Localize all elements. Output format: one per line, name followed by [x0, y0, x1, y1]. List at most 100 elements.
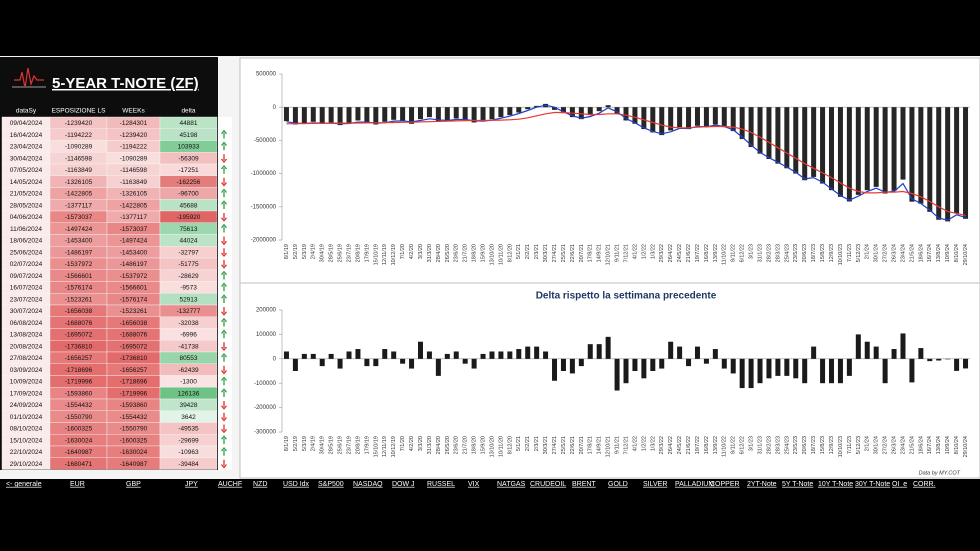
- sheet-tab[interactable]: <- generale: [6, 481, 42, 488]
- bar: [373, 358, 379, 367]
- bar: [534, 105, 540, 108]
- column-header: delta: [181, 108, 195, 115]
- x-tick-label: 10/9/24: [945, 436, 951, 454]
- sheet-tab[interactable]: 2YT-Note: [747, 481, 777, 488]
- sheet-tab[interactable]: OI_e: [892, 481, 907, 488]
- arrow-cell: [218, 269, 232, 282]
- sheet-tab[interactable]: S&P500: [318, 481, 344, 488]
- bar: [569, 358, 575, 374]
- date-cell: 23/04/2024: [10, 144, 43, 151]
- value-cell: -1537972: [65, 261, 93, 268]
- bar: [811, 107, 817, 177]
- x-tick-label: 9/11/21: [615, 244, 621, 262]
- value-cell: 80553: [179, 355, 197, 362]
- sheet-tab[interactable]: AUCHF: [218, 481, 242, 488]
- sheet-tab[interactable]: CRUDEOIL: [530, 481, 566, 488]
- x-tick-label: 5/1/21: [516, 436, 522, 451]
- x-tick-label: 19/7/22: [695, 436, 701, 454]
- bar: [489, 351, 495, 359]
- sheet-tab[interactable]: COPPER: [710, 481, 740, 488]
- x-tick-label: 18/6/24: [918, 436, 924, 454]
- sheet-tab[interactable]: USD Idx: [283, 481, 310, 488]
- sheet-tab[interactable]: EUR: [70, 481, 85, 488]
- sheet-tab[interactable]: GOLD: [608, 481, 628, 488]
- bar: [864, 107, 870, 191]
- sheet-tab[interactable]: GBP: [126, 481, 141, 488]
- x-tick-label: 18/7/23: [811, 244, 817, 262]
- sheet-tab[interactable]: RUSSEL: [427, 481, 455, 488]
- bar: [668, 341, 674, 359]
- arrow-down: [221, 177, 227, 187]
- x-tick-label: 31/3/20: [427, 244, 433, 262]
- x-tick-label: 30/4/19: [320, 436, 326, 454]
- date-cell: 15/10/2024: [10, 437, 43, 444]
- sheet-tab[interactable]: NATGAS: [497, 481, 526, 488]
- sheet-tab[interactable]: CORR.: [913, 481, 936, 488]
- bar: [391, 351, 397, 359]
- y-tick-label: -200000: [254, 405, 277, 411]
- sheet-tab[interactable]: NZD: [253, 481, 267, 488]
- x-tick-label: 10/11/20: [498, 244, 504, 265]
- sheet-tab[interactable]: VIX: [468, 481, 480, 488]
- bar: [417, 107, 423, 120]
- bar: [480, 353, 486, 359]
- value-cell: 45198: [179, 132, 197, 139]
- arrow-cell: [218, 375, 232, 388]
- bar: [435, 107, 441, 122]
- bar: [605, 336, 611, 359]
- x-tick-label: 25/5/21: [561, 436, 567, 454]
- bar: [364, 358, 370, 367]
- sheet-tab[interactable]: DOW J: [392, 481, 415, 488]
- sheet-tab[interactable]: PALLADIUM: [675, 481, 714, 488]
- bar: [712, 349, 718, 359]
- bar: [391, 107, 397, 120]
- x-tick-label: 8/12/20: [507, 244, 513, 262]
- x-tick-label: 23/6/20: [454, 436, 460, 454]
- x-tick-label: 27/2/24: [883, 244, 889, 262]
- arrow-up: [221, 446, 227, 456]
- bar: [444, 353, 450, 359]
- x-tick-label: 27/4/21: [552, 244, 558, 262]
- sheet-tab[interactable]: SILVER: [643, 481, 667, 488]
- bar: [945, 358, 951, 360]
- date-cell: 20/08/2024: [10, 343, 43, 350]
- sheet-tab[interactable]: 30Y T-Note: [855, 481, 890, 488]
- bar: [498, 351, 504, 359]
- x-tick-label: 3/1/23: [749, 436, 755, 451]
- date-cell: 03/09/2024: [10, 367, 43, 374]
- value-cell: -1718696: [120, 379, 148, 386]
- bar: [829, 107, 835, 191]
- arrow-up: [221, 129, 227, 139]
- logo: [12, 67, 46, 89]
- arrow-cell: [218, 387, 232, 399]
- sheet-tab[interactable]: 10Y T-Note: [818, 481, 853, 488]
- x-tick-label: 25/6/19: [338, 436, 344, 454]
- bar: [793, 358, 799, 379]
- x-tick-label: 20/8/19: [355, 436, 361, 454]
- value-cell: -1640987: [65, 449, 93, 456]
- x-tick-label: 28/3/23: [775, 244, 781, 262]
- x-tick-label: 12/9/23: [829, 244, 835, 262]
- bar: [623, 107, 629, 121]
- bar: [426, 107, 432, 118]
- value-cell: -1550790: [120, 426, 148, 433]
- bar: [927, 107, 933, 212]
- value-cell: -1566601: [65, 273, 93, 280]
- bar: [319, 107, 325, 124]
- value-cell: -1550790: [65, 414, 93, 421]
- bar: [462, 107, 468, 120]
- x-tick-label: 23/5/23: [793, 436, 799, 454]
- arrow-cell: [218, 211, 232, 223]
- bar: [677, 346, 683, 359]
- sheet-tab[interactable]: 5Y T-Note: [782, 481, 813, 488]
- date-cell: 11/06/2024: [10, 226, 42, 233]
- sheet-tab[interactable]: NASDAQ: [353, 481, 383, 488]
- date-cell: 30/04/2024: [10, 155, 43, 162]
- x-tick-label: 17/8/21: [588, 436, 594, 454]
- sheet-tab[interactable]: JPY: [185, 481, 198, 488]
- bar: [820, 107, 826, 184]
- bar: [292, 358, 298, 371]
- sheet-tab[interactable]: BRENT: [572, 481, 596, 488]
- value-cell: -1600325: [65, 426, 93, 433]
- arrow-cell: [218, 422, 232, 435]
